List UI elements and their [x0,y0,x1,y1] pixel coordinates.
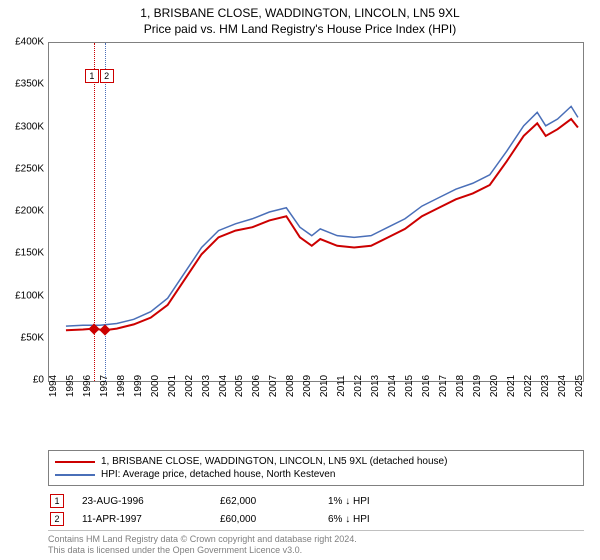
legend-block: 1, BRISBANE CLOSE, WADDINGTON, LINCOLN, … [48,450,584,528]
x-tick-label: 2011 [336,375,347,397]
x-tick-label: 2019 [472,375,483,397]
series-hpi [66,106,578,326]
x-tick-label: 2024 [557,375,568,397]
x-tick-label: 2016 [421,375,432,397]
plot-area: 12 [48,42,584,382]
marker-box-2: 2 [100,69,114,83]
chart-container: 1, BRISBANE CLOSE, WADDINGTON, LINCOLN, … [0,0,600,560]
marker-box-1: 1 [85,69,99,83]
legend-box: 1, BRISBANE CLOSE, WADDINGTON, LINCOLN, … [48,450,584,486]
x-tick-label: 2025 [574,375,585,397]
x-tick-label: 2023 [540,375,551,397]
line-series [49,43,583,381]
tx-delta: 1% ↓ HPI [328,496,418,507]
x-tick-label: 2021 [506,375,517,397]
x-tick-label: 1999 [133,375,144,397]
series-price_paid [66,119,578,330]
x-tick-label: 2015 [404,375,415,397]
x-tick-label: 2012 [353,375,364,397]
y-tick-label: £100K [15,290,44,301]
x-tick-label: 2022 [523,375,534,397]
x-tick-label: 2020 [489,375,500,397]
tx-price: £60,000 [220,514,310,525]
chart-area: 12 £0£50K£100K£150K£200K£250K£300K£350K£… [48,42,584,412]
footer-line-2: This data is licensed under the Open Gov… [48,545,584,556]
x-tick-label: 1996 [82,375,93,397]
legend-swatch-2 [55,474,95,476]
transaction-row: 1 23-AUG-1996 £62,000 1% ↓ HPI [48,492,584,510]
x-tick-label: 2017 [438,375,449,397]
x-tick-label: 2001 [167,375,178,397]
y-tick-label: £250K [15,163,44,174]
title-line-1: 1, BRISBANE CLOSE, WADDINGTON, LINCOLN, … [0,6,600,22]
x-tick-label: 2006 [251,375,262,397]
tx-num-box: 1 [50,494,64,508]
y-tick-label: £50K [21,332,44,343]
x-tick-label: 1998 [116,375,127,397]
transaction-row: 2 11-APR-1997 £60,000 6% ↓ HPI [48,510,584,528]
footer: Contains HM Land Registry data © Crown c… [48,530,584,557]
y-tick-label: £350K [15,79,44,90]
x-tick-label: 1997 [99,375,110,397]
legend-row-2: HPI: Average price, detached house, Nort… [55,468,577,481]
tx-delta: 6% ↓ HPI [328,514,418,525]
legend-label-1: 1, BRISBANE CLOSE, WADDINGTON, LINCOLN, … [101,456,447,467]
legend-swatch-1 [55,461,95,463]
x-tick-label: 2014 [387,375,398,397]
y-tick-label: £150K [15,248,44,259]
y-tick-label: £0 [33,375,44,386]
tx-num-box: 2 [50,512,64,526]
legend-label-2: HPI: Average price, detached house, Nort… [101,469,335,480]
x-tick-label: 2004 [218,375,229,397]
x-tick-label: 2008 [285,375,296,397]
tx-date: 23-AUG-1996 [82,496,202,507]
x-tick-label: 2009 [302,375,313,397]
x-tick-label: 2000 [150,375,161,397]
legend-row-1: 1, BRISBANE CLOSE, WADDINGTON, LINCOLN, … [55,455,577,468]
footer-line-1: Contains HM Land Registry data © Crown c… [48,534,584,545]
x-tick-label: 2010 [319,375,330,397]
x-tick-label: 2018 [455,375,466,397]
y-tick-label: £200K [15,206,44,217]
x-tick-label: 2013 [370,375,381,397]
tx-price: £62,000 [220,496,310,507]
x-tick-label: 2003 [201,375,212,397]
chart-title: 1, BRISBANE CLOSE, WADDINGTON, LINCOLN, … [0,0,600,37]
x-tick-label: 2005 [234,375,245,397]
x-tick-label: 2002 [184,375,195,397]
x-tick-label: 1994 [48,375,59,397]
y-tick-label: £400K [15,37,44,48]
x-tick-label: 2007 [268,375,279,397]
y-tick-label: £300K [15,121,44,132]
tx-date: 11-APR-1997 [82,514,202,525]
title-line-2: Price paid vs. HM Land Registry's House … [0,22,600,38]
x-tick-label: 1995 [65,375,76,397]
